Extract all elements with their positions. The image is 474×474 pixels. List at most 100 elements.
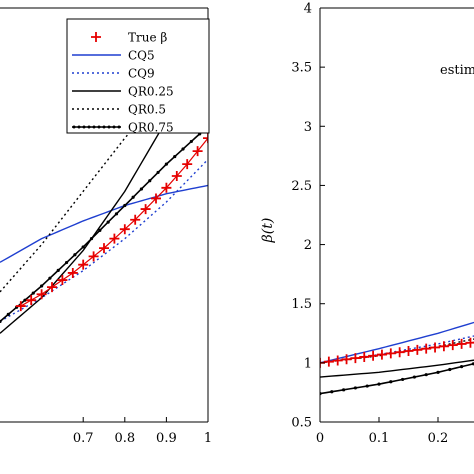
data-point-true-beta-9 — [394, 347, 405, 358]
legend-swatch-dot — [97, 125, 101, 129]
legend-label-cq5: CQ5 — [128, 49, 155, 63]
data-point-qr0-75-36 — [148, 179, 152, 183]
data-point-qr0-75-24 — [460, 365, 464, 369]
legend-swatch-dot — [77, 125, 81, 129]
data-point-true-beta-8 — [99, 243, 109, 254]
data-point-true-beta-0 — [15, 301, 26, 312]
legend: True β CQ5 CQ9 QR0.25 QR0.5 QR0.75 — [66, 18, 210, 135]
data-point-true-beta-9 — [109, 233, 120, 244]
series-cq5 — [0, 184, 208, 263]
data-point-qr0-75-14 — [56, 268, 60, 272]
data-point-true-beta-5 — [67, 267, 78, 278]
series-qr0-75 — [320, 362, 474, 396]
right-panel: 0 0.1 0.2 0.5 1 1.5 2 2.5 3 3.5 4 β(t) estim — [260, 2, 474, 446]
right-annotation: estim — [440, 63, 474, 78]
legend-box — [66, 18, 210, 134]
data-point-true-beta-12 — [421, 343, 432, 354]
legend-item-cq5: CQ5 — [72, 49, 155, 63]
right-y-axis-label: β(t) — [260, 218, 276, 244]
data-point-qr0-75-40 — [164, 162, 168, 166]
series-line-cq9 — [320, 335, 474, 364]
series-cq9 — [0, 158, 208, 323]
left-panel: 0.7 0.8 0.9 1 True β CQ5 CQ9 QR0.25 QR0.5 QR0.75 — [0, 7, 212, 446]
data-point-true-beta-18 — [203, 133, 208, 144]
data-point-qr0-75-18 — [73, 253, 77, 257]
x-tick-label-1: 0.1 — [369, 431, 390, 446]
legend-swatch-dot — [107, 125, 111, 129]
legend-swatch-dot — [72, 125, 76, 129]
data-point-true-beta-15 — [447, 340, 458, 351]
legend-swatch-dot — [117, 125, 121, 129]
data-point-true-beta-11 — [130, 214, 141, 225]
x-tick-label-2: 0.9 — [156, 431, 177, 446]
series-true-beta — [15, 133, 208, 312]
data-point-qr0-75-4 — [342, 388, 346, 392]
data-point-qr0-75-2 — [6, 312, 10, 316]
data-point-true-beta-15 — [171, 170, 182, 181]
data-point-qr0-75-10 — [40, 284, 44, 288]
data-point-true-beta-4 — [57, 275, 68, 286]
right-y-ticks: 0.5 1 1.5 2 2.5 3 3.5 4 — [291, 2, 325, 431]
legend-swatch-dot — [82, 125, 86, 129]
data-point-true-beta-16 — [456, 338, 467, 349]
y-tick-label-6: 3.5 — [291, 61, 312, 76]
legend-swatch-true-beta — [91, 32, 101, 42]
data-point-qr0-75-8 — [31, 291, 35, 295]
data-point-qr0-75-14 — [401, 377, 405, 382]
series-qr0-25 — [320, 359, 474, 378]
series-cq5 — [320, 321, 474, 364]
data-point-true-beta-16 — [182, 159, 193, 170]
data-point-true-beta-1 — [323, 356, 334, 367]
data-point-true-beta-1 — [26, 295, 37, 306]
data-point-true-beta-17 — [465, 337, 474, 348]
y-tick-label-0: 0.5 — [291, 416, 312, 431]
data-point-true-beta-11 — [412, 344, 423, 355]
series-line-qr0-75 — [0, 125, 208, 323]
series-qr0-75 — [0, 124, 208, 324]
data-point-true-beta-8 — [385, 348, 396, 359]
legend-label-true-beta: True β — [128, 31, 167, 45]
y-tick-label-5: 3 — [304, 120, 312, 135]
left-axes: 0.7 0.8 0.9 1 — [0, 7, 212, 446]
data-point-true-beta-12 — [140, 204, 151, 215]
series-cq9 — [320, 335, 474, 364]
data-point-qr0-75-12 — [389, 380, 393, 384]
data-point-true-beta-13 — [430, 342, 441, 353]
data-point-qr0-75-12 — [48, 276, 52, 280]
series-line-cq5 — [0, 184, 208, 263]
legend-item-qr0-25: QR0.25 — [72, 85, 174, 99]
data-point-qr0-75-42 — [173, 154, 177, 159]
data-point-qr0-75-10 — [377, 382, 381, 386]
legend-item-qr0-75: QR0.75 — [72, 121, 174, 135]
data-point-qr0-75-16 — [412, 375, 416, 379]
data-point-qr0-75-22 — [89, 237, 94, 241]
data-point-true-beta-14 — [438, 341, 449, 352]
series-line-cq5 — [320, 321, 474, 364]
right-series-group — [320, 321, 474, 396]
data-point-true-beta-6 — [368, 350, 379, 361]
x-tick-label-0: 0.7 — [73, 431, 94, 446]
data-point-qr0-75-6 — [353, 386, 357, 390]
right-x-ticks: 0 0.1 0.2 — [316, 417, 448, 446]
data-point-true-beta-7 — [376, 349, 387, 360]
data-point-true-beta-5 — [359, 351, 370, 362]
data-point-qr0-75-34 — [139, 187, 144, 191]
data-point-qr0-75-2 — [330, 390, 334, 394]
series-line-qr0-25 — [320, 359, 474, 378]
series-line-cq9 — [0, 158, 208, 323]
legend-swatch-dot — [87, 125, 91, 129]
legend-label-qr0-5: QR0.5 — [128, 103, 166, 117]
data-point-qr0-75-30 — [123, 203, 127, 208]
data-point-qr0-75-28 — [114, 212, 119, 216]
legend-item-qr0-5: QR0.5 — [72, 103, 166, 117]
y-tick-label-3: 2 — [304, 238, 312, 253]
data-point-true-beta-2 — [36, 289, 47, 300]
series-line-qr0-75 — [320, 362, 474, 395]
data-point-true-beta-14 — [161, 182, 172, 193]
y-tick-label-1: 1 — [304, 356, 312, 371]
data-point-qr0-75-20 — [436, 370, 440, 374]
data-point-qr0-75-0 — [0, 319, 2, 324]
series-true-beta — [320, 337, 474, 368]
data-point-qr0-75-20 — [81, 245, 85, 249]
legend-swatch-dot — [112, 125, 116, 129]
